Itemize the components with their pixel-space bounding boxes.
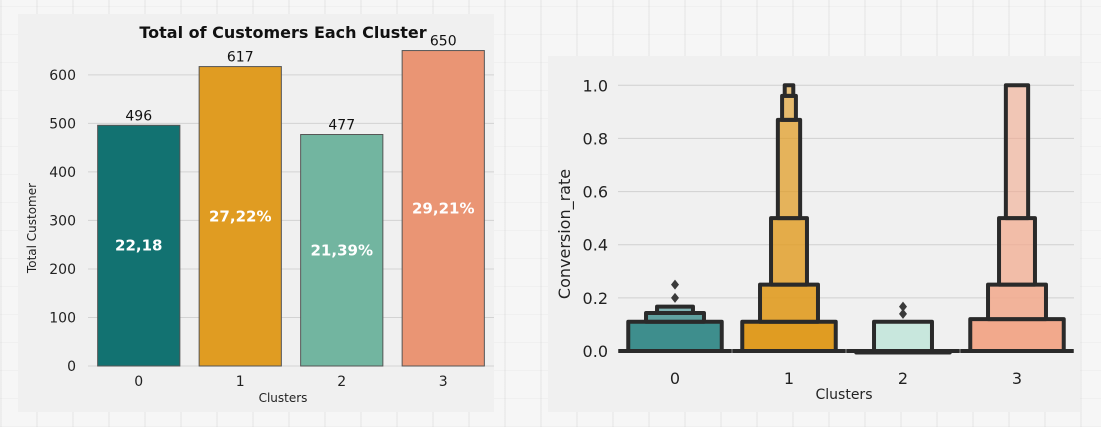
boxen-chart-panel: 0.0 0.2 0.4 0.6 0.8 1.0 0 1 2 3 Clusters Conversi… [548, 56, 1080, 412]
boxen-xtick-label: 1 [784, 369, 794, 388]
boxen-level-cluster-3 [986, 282, 1048, 322]
bar-ytick-label: 0 [67, 359, 76, 375]
bar-xtick-label: 0 [134, 374, 143, 390]
boxen-level-cluster-3 [997, 216, 1037, 287]
boxen-ytick-label: 0.6 [583, 183, 608, 202]
bar-value-label: 650 [430, 34, 457, 50]
bar-cluster-0 [97, 124, 181, 367]
boxen-level-cluster-3 [968, 317, 1066, 354]
bar-percent-label: 22,18 [115, 237, 162, 255]
boxen-outlier [899, 301, 907, 312]
bar-chart-panel: 496 22,18 617 27,22% 477 21,39% 650 29,21% 0 100… [18, 14, 494, 412]
bar-xtick-label: 1 [236, 374, 245, 390]
boxen-level-cluster-1 [782, 83, 796, 98]
bar-chart-ylabel: Total Customer [25, 183, 39, 274]
bar-value-label: 496 [125, 108, 152, 124]
bar-percent-label: 27,22% [209, 207, 271, 225]
boxen-chart-ylabel: Conversion_rate [555, 169, 575, 299]
boxen-level-cluster-0 [655, 304, 695, 316]
boxen-ytick-label: 0.8 [583, 129, 608, 148]
boxen-level-cluster-3 [1003, 83, 1031, 221]
bar-ytick-label: 600 [49, 68, 76, 84]
bar-cluster-3 [401, 50, 485, 367]
boxen-level-cluster-1 [740, 319, 838, 354]
boxen-ytick-label: 0.0 [583, 342, 608, 361]
bar-ytick-label: 400 [49, 165, 76, 181]
boxen-xtick-label: 3 [1012, 369, 1022, 388]
boxen-chart-xlabel: Clusters [816, 387, 873, 403]
boxen-chart: 0.0 0.2 0.4 0.6 0.8 1.0 0 1 2 3 Clusters Conversi… [555, 76, 1074, 403]
bar-value-label: 617 [227, 50, 254, 66]
bar-percent-label: 29,21% [412, 199, 474, 217]
bar-percent-label: 21,39% [311, 241, 373, 259]
boxen-xtick-label: 0 [670, 369, 680, 388]
bar-value-label: 477 [328, 118, 355, 134]
boxen-ytick-label: 0.4 [583, 236, 608, 255]
bar-xtick-label: 3 [439, 374, 448, 390]
bar-chart: 496 22,18 617 27,22% 477 21,39% 650 29,21% 0 100… [25, 23, 494, 405]
bar-ytick-label: 100 [49, 310, 76, 326]
boxen-level-cluster-1 [780, 93, 798, 122]
boxen-ytick-label: 1.0 [583, 76, 608, 95]
boxen-level-cluster-1 [758, 282, 820, 324]
boxen-level-cluster-2 [872, 319, 934, 354]
boxen-level-cluster-0 [626, 319, 724, 354]
bar-chart-xlabel: Clusters [259, 391, 308, 405]
bar-cluster-2 [300, 134, 384, 367]
bar-xtick-label: 2 [337, 374, 346, 390]
boxen-outlier [671, 279, 679, 290]
bar-cluster-1 [198, 66, 282, 367]
boxen-level-cluster-1 [775, 117, 803, 221]
bar-ytick-label: 500 [49, 116, 76, 132]
boxen-outlier [671, 292, 679, 303]
bar-chart-title: Total of Customers Each Cluster [139, 23, 426, 42]
bar-ytick-label: 200 [49, 262, 76, 278]
boxen-xtick-label: 2 [898, 369, 908, 388]
boxen-outlier [899, 308, 907, 319]
bar-ytick-label: 300 [49, 213, 76, 229]
boxen-ytick-label: 0.2 [583, 289, 608, 308]
boxen-level-cluster-1 [769, 216, 809, 287]
